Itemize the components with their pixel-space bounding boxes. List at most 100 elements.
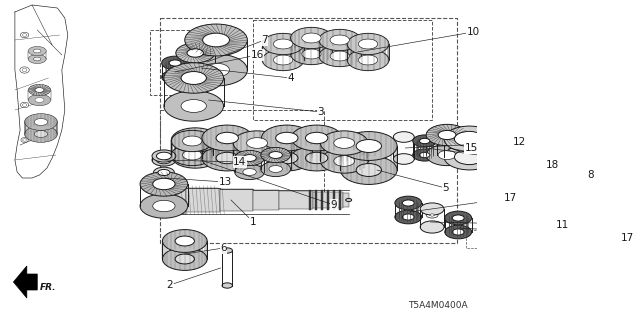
Ellipse shape (35, 98, 44, 102)
Ellipse shape (153, 178, 175, 190)
Polygon shape (313, 192, 342, 208)
Polygon shape (220, 189, 253, 211)
Ellipse shape (187, 49, 204, 57)
Ellipse shape (163, 230, 207, 252)
Ellipse shape (356, 140, 381, 152)
FancyBboxPatch shape (339, 190, 341, 210)
Ellipse shape (233, 131, 281, 155)
Ellipse shape (438, 150, 456, 160)
Text: 2: 2 (166, 280, 173, 290)
Ellipse shape (340, 156, 397, 184)
FancyBboxPatch shape (315, 190, 317, 210)
Ellipse shape (403, 200, 414, 206)
Ellipse shape (203, 33, 230, 47)
Text: 14: 14 (233, 157, 246, 167)
Ellipse shape (175, 236, 195, 246)
Ellipse shape (419, 138, 430, 144)
Ellipse shape (35, 119, 48, 125)
Ellipse shape (419, 152, 430, 158)
Text: 15: 15 (465, 143, 478, 153)
Ellipse shape (172, 128, 219, 152)
Ellipse shape (182, 136, 202, 146)
Ellipse shape (176, 61, 214, 81)
Text: 3: 3 (317, 107, 324, 117)
Ellipse shape (262, 125, 312, 151)
Ellipse shape (28, 84, 51, 96)
Ellipse shape (346, 198, 351, 202)
Ellipse shape (181, 100, 206, 112)
Ellipse shape (22, 104, 27, 107)
Ellipse shape (35, 88, 44, 92)
Text: 13: 13 (218, 177, 232, 187)
Ellipse shape (152, 154, 176, 166)
Text: 18: 18 (546, 160, 559, 170)
Ellipse shape (21, 138, 28, 142)
Ellipse shape (420, 203, 444, 215)
Ellipse shape (28, 54, 46, 64)
Ellipse shape (33, 57, 41, 61)
Ellipse shape (394, 154, 414, 164)
Ellipse shape (347, 49, 389, 71)
Ellipse shape (334, 156, 355, 166)
Ellipse shape (356, 164, 381, 176)
Ellipse shape (233, 149, 281, 173)
Polygon shape (163, 186, 186, 214)
Ellipse shape (235, 150, 264, 166)
Ellipse shape (235, 164, 264, 180)
Ellipse shape (330, 35, 349, 45)
Text: 9: 9 (330, 200, 337, 210)
Ellipse shape (185, 24, 247, 56)
Ellipse shape (319, 29, 360, 51)
Ellipse shape (154, 167, 174, 178)
Text: 10: 10 (467, 27, 479, 37)
Ellipse shape (185, 54, 247, 86)
Ellipse shape (24, 114, 58, 130)
FancyBboxPatch shape (321, 190, 323, 210)
Ellipse shape (175, 254, 195, 264)
Text: 16: 16 (250, 50, 264, 60)
Ellipse shape (158, 174, 170, 180)
Text: FR.: FR. (40, 284, 57, 292)
Ellipse shape (426, 124, 468, 146)
FancyBboxPatch shape (333, 190, 335, 210)
Text: 5: 5 (442, 183, 449, 193)
Ellipse shape (185, 135, 205, 145)
Ellipse shape (454, 149, 484, 164)
Ellipse shape (273, 39, 293, 49)
Ellipse shape (156, 152, 172, 160)
Text: 17: 17 (621, 233, 634, 243)
Ellipse shape (172, 130, 213, 152)
Ellipse shape (172, 144, 213, 166)
Ellipse shape (216, 152, 239, 164)
Ellipse shape (169, 74, 181, 80)
Ellipse shape (426, 144, 468, 166)
Ellipse shape (262, 33, 304, 55)
Ellipse shape (301, 33, 321, 43)
Ellipse shape (444, 126, 495, 152)
Ellipse shape (358, 39, 378, 49)
Ellipse shape (358, 55, 378, 65)
Ellipse shape (153, 200, 175, 212)
Ellipse shape (347, 33, 389, 55)
Ellipse shape (164, 91, 223, 121)
Ellipse shape (452, 215, 464, 221)
Ellipse shape (187, 67, 204, 75)
Polygon shape (186, 188, 220, 212)
Ellipse shape (243, 155, 256, 161)
Ellipse shape (291, 28, 332, 49)
Ellipse shape (305, 152, 328, 164)
Ellipse shape (35, 131, 48, 137)
Ellipse shape (152, 150, 176, 162)
FancyBboxPatch shape (309, 190, 312, 210)
Ellipse shape (330, 51, 349, 61)
Ellipse shape (321, 131, 368, 155)
Ellipse shape (154, 172, 174, 183)
Ellipse shape (140, 194, 188, 218)
Polygon shape (253, 190, 280, 210)
Ellipse shape (28, 94, 51, 106)
Ellipse shape (291, 44, 332, 65)
Ellipse shape (246, 138, 268, 148)
Ellipse shape (291, 125, 342, 151)
Ellipse shape (276, 132, 298, 144)
Ellipse shape (243, 169, 256, 175)
